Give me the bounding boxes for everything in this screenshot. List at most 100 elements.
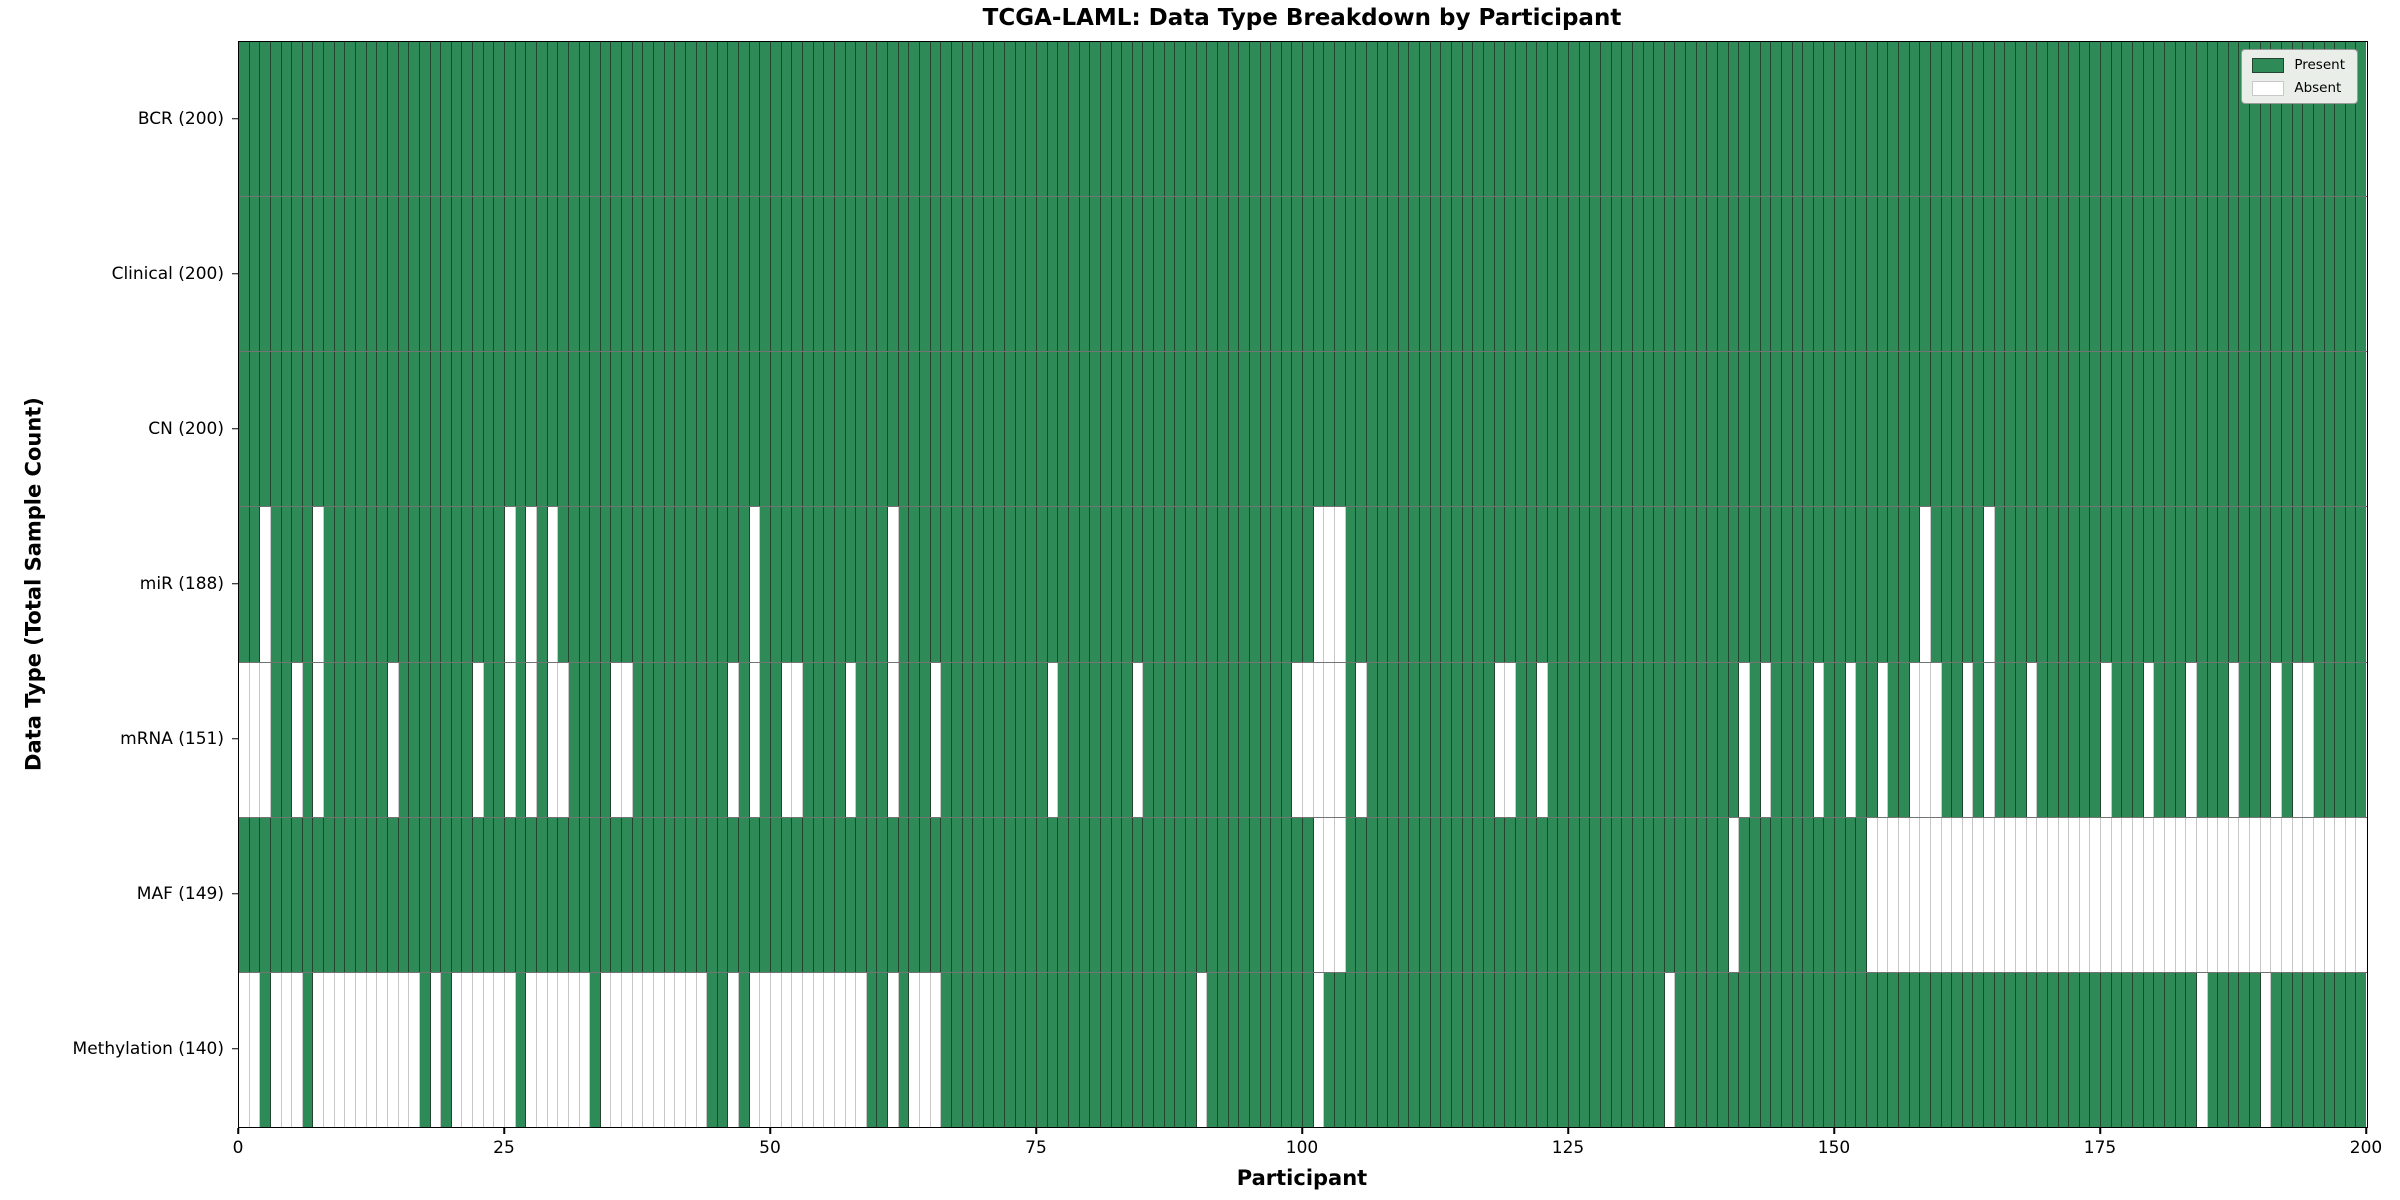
cell	[409, 507, 420, 662]
cell	[1547, 972, 1559, 1127]
cell	[1164, 42, 1176, 197]
cell	[930, 817, 942, 972]
cell	[1452, 352, 1463, 507]
cell	[600, 42, 612, 197]
cell	[1303, 662, 1314, 817]
cell	[696, 42, 708, 197]
cell	[1569, 507, 1580, 662]
cell	[898, 507, 910, 662]
cell	[2313, 972, 2325, 1127]
matrix-row-Clinical	[239, 196, 2367, 352]
cell	[1143, 42, 1155, 197]
cell	[1579, 197, 1591, 352]
cell	[1303, 42, 1314, 197]
cell	[1026, 42, 1038, 197]
cell	[951, 42, 963, 197]
cell	[1994, 817, 2006, 972]
cell	[281, 972, 293, 1127]
cell	[632, 507, 644, 662]
cell	[1228, 352, 1240, 507]
cell	[1271, 662, 1282, 817]
cell	[1292, 972, 1304, 1127]
cell	[1835, 352, 1846, 507]
x-axis-title: Participant	[1236, 1166, 1368, 1190]
cell	[675, 662, 686, 817]
cell	[1558, 352, 1570, 507]
cell	[1090, 817, 1101, 972]
cell	[1111, 352, 1123, 507]
cell	[1228, 507, 1240, 662]
cell	[643, 42, 654, 197]
cell	[1686, 662, 1697, 817]
cell	[1718, 507, 1729, 662]
cell	[1973, 197, 1985, 352]
cell	[2260, 817, 2272, 972]
cell	[1835, 197, 1846, 352]
cell	[356, 197, 367, 352]
cell	[802, 817, 814, 972]
cell	[1420, 42, 1431, 197]
y-tick-mark	[232, 892, 238, 895]
cell	[2239, 817, 2251, 972]
cell	[270, 352, 282, 507]
cell	[473, 972, 484, 1127]
cell	[1888, 42, 1899, 197]
cell	[1207, 662, 1218, 817]
cell	[739, 817, 750, 972]
cell	[2122, 507, 2134, 662]
cell	[1398, 662, 1410, 817]
cell	[1207, 197, 1218, 352]
cell	[505, 42, 516, 197]
cell	[526, 352, 537, 507]
cell	[419, 662, 431, 817]
cell	[1973, 507, 1985, 662]
cell	[1175, 662, 1187, 817]
y-tick-mark	[232, 737, 238, 740]
cell	[2047, 972, 2059, 1127]
cell	[792, 197, 803, 352]
cell	[717, 42, 729, 197]
cell	[1792, 972, 1804, 1127]
cell	[1430, 352, 1442, 507]
x-tick-mark	[1035, 1128, 1037, 1134]
cell	[1366, 42, 1378, 197]
cell	[2175, 197, 2187, 352]
cell	[505, 507, 516, 662]
cell	[2005, 507, 2016, 662]
cell	[536, 42, 548, 197]
cell	[1388, 972, 1399, 1127]
cell	[302, 352, 314, 507]
cell	[611, 507, 623, 662]
cell	[1005, 662, 1016, 817]
cell	[1867, 42, 1878, 197]
cell	[356, 972, 367, 1127]
cell	[2356, 662, 2367, 817]
cell	[2250, 42, 2261, 197]
cell	[345, 197, 357, 352]
cell	[2058, 507, 2070, 662]
cell	[313, 42, 325, 197]
cell	[473, 352, 484, 507]
cell	[1047, 197, 1059, 352]
cell	[1728, 662, 1740, 817]
cell	[579, 197, 591, 352]
cell	[483, 972, 495, 1127]
cell	[1068, 352, 1080, 507]
cell	[973, 662, 984, 817]
cell	[1217, 352, 1229, 507]
cell	[653, 352, 665, 507]
cell	[973, 507, 984, 662]
cell	[792, 972, 803, 1127]
cell	[2037, 662, 2048, 817]
cell	[1334, 817, 1346, 972]
cell	[1164, 507, 1176, 662]
cell	[1601, 42, 1612, 197]
cell	[1164, 662, 1176, 817]
cell	[1590, 662, 1601, 817]
cell	[696, 197, 708, 352]
cell	[1909, 507, 1921, 662]
cell	[558, 817, 569, 972]
cell	[1664, 197, 1676, 352]
cell	[813, 817, 825, 972]
cell	[579, 352, 591, 507]
